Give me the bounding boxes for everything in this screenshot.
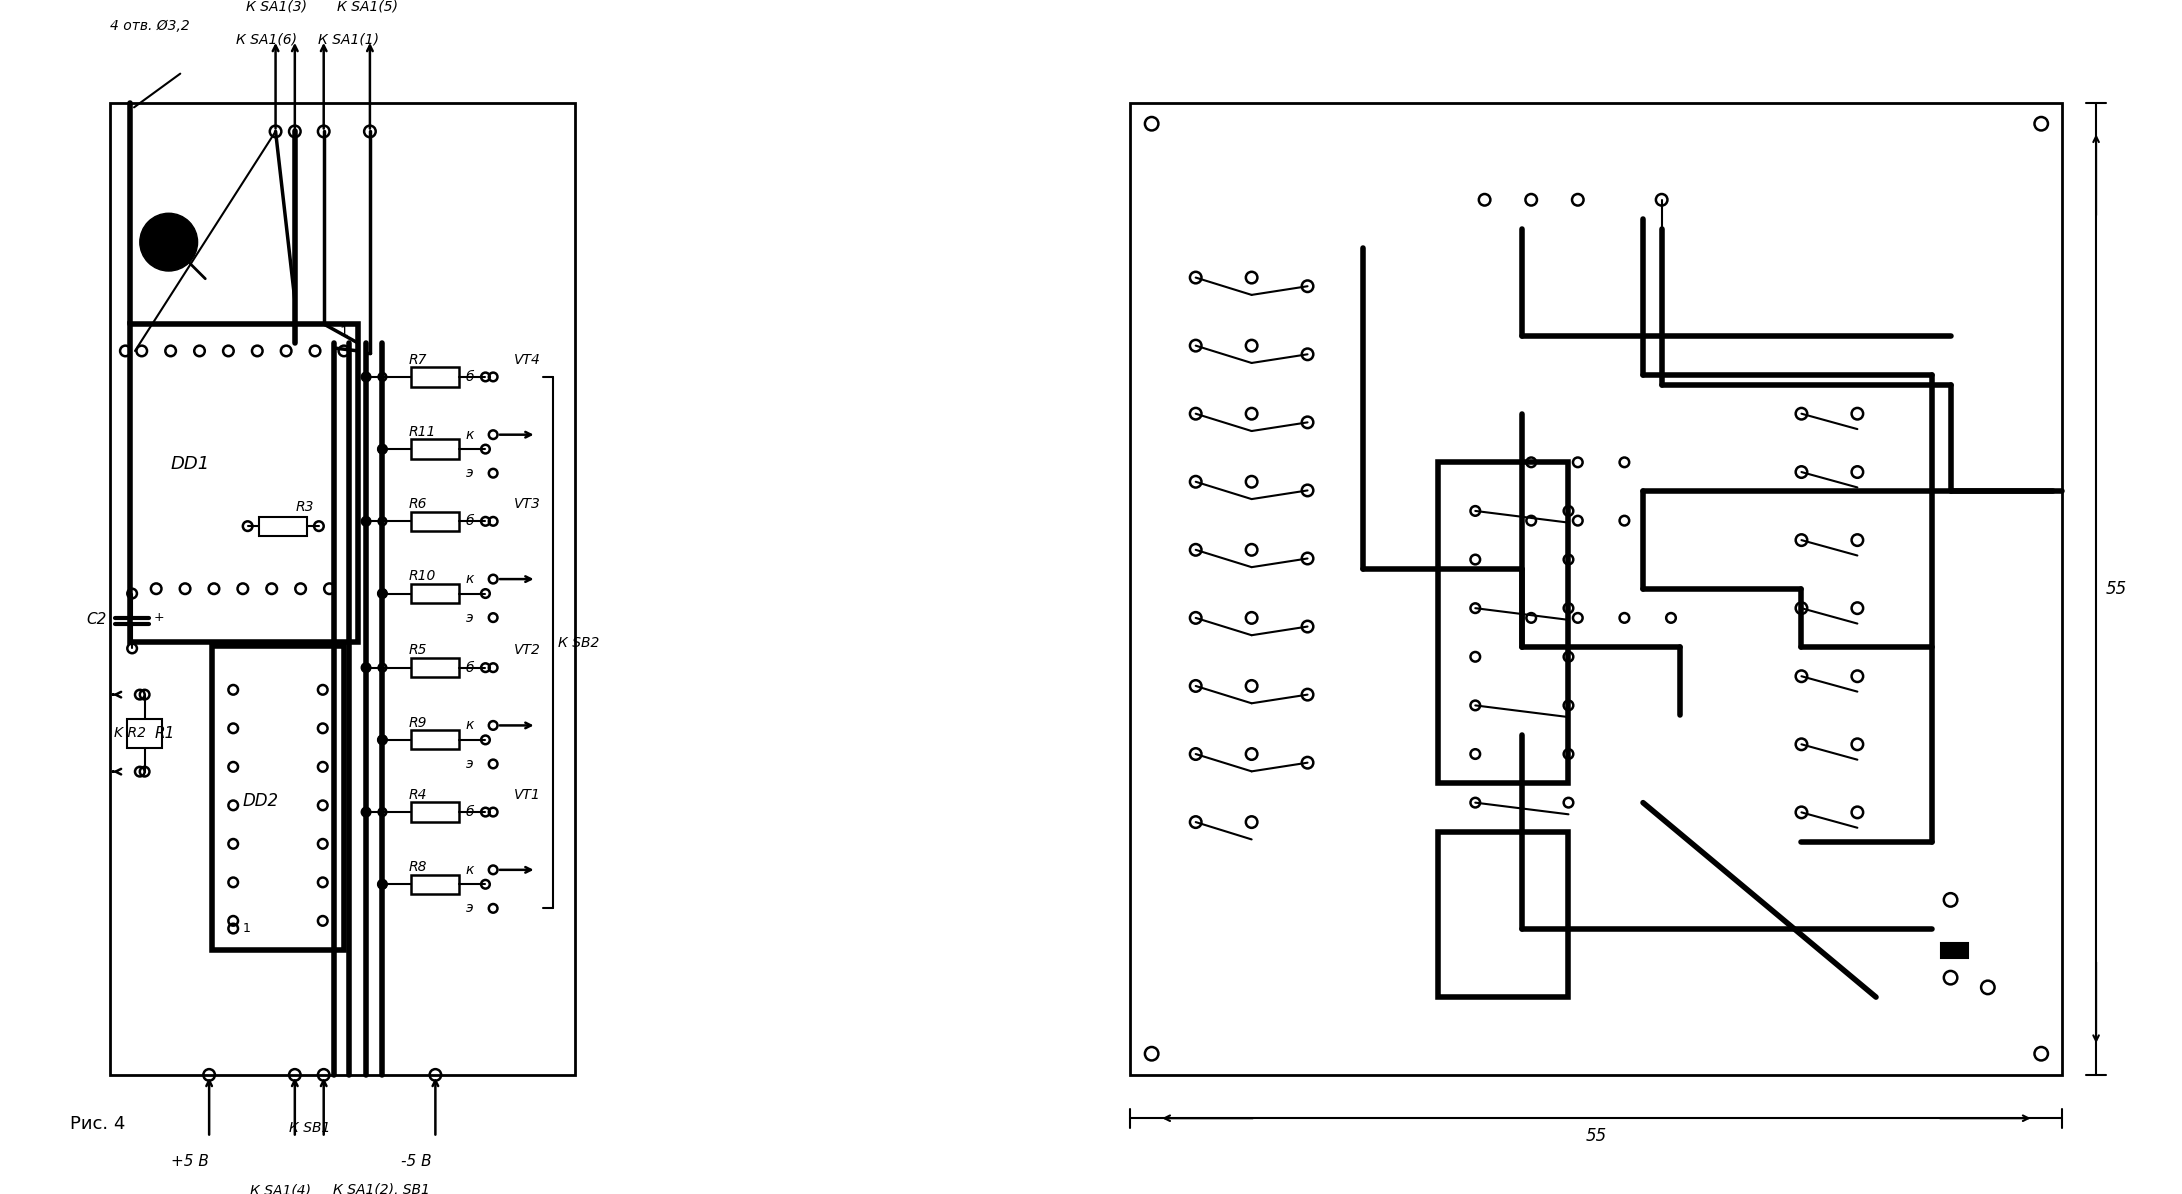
- Text: C2: C2: [85, 613, 107, 627]
- Text: к: к: [465, 572, 473, 586]
- Text: б: б: [465, 370, 473, 384]
- Bar: [412, 658, 460, 677]
- Text: э: э: [467, 901, 473, 916]
- Circle shape: [377, 880, 386, 890]
- Text: DD1: DD1: [170, 455, 209, 473]
- Text: 1: 1: [242, 922, 251, 935]
- Text: 4 отв. Ø3,2: 4 отв. Ø3,2: [109, 19, 190, 32]
- Text: к: к: [465, 719, 473, 732]
- Circle shape: [377, 736, 386, 745]
- Text: э: э: [467, 610, 473, 624]
- Text: К SA1(5): К SA1(5): [338, 0, 399, 13]
- Text: +: +: [153, 611, 164, 624]
- Text: Рис. 4: Рис. 4: [70, 1115, 124, 1133]
- Circle shape: [377, 589, 386, 598]
- Text: R11: R11: [408, 425, 436, 439]
- Text: к: к: [465, 427, 473, 442]
- Text: К SA1(3): К SA1(3): [247, 0, 308, 13]
- Text: VT4: VT4: [515, 352, 541, 367]
- Bar: [212, 646, 345, 949]
- Text: VT2: VT2: [515, 644, 541, 658]
- Bar: [109, 103, 576, 1075]
- Bar: [1438, 832, 1569, 997]
- Text: К SB1: К SB1: [288, 1121, 329, 1134]
- Bar: [1438, 462, 1569, 783]
- Bar: [127, 719, 161, 747]
- Text: э: э: [467, 466, 473, 480]
- Bar: [1130, 103, 2062, 1075]
- Text: R9: R9: [408, 715, 428, 730]
- Circle shape: [362, 663, 371, 672]
- Text: б: б: [465, 515, 473, 528]
- Circle shape: [362, 517, 371, 527]
- Text: R10: R10: [408, 570, 436, 583]
- Bar: [412, 875, 460, 894]
- Text: 55: 55: [2106, 580, 2127, 598]
- Text: R4: R4: [408, 788, 428, 801]
- Text: DD2: DD2: [242, 792, 279, 810]
- Bar: [412, 439, 460, 458]
- Text: K R2: K R2: [113, 726, 146, 740]
- Text: к: к: [465, 863, 473, 876]
- Text: б: б: [465, 805, 473, 819]
- Text: R8: R8: [408, 860, 428, 874]
- Text: VT3: VT3: [515, 497, 541, 511]
- Text: К SA1(2), SB1: К SA1(2), SB1: [334, 1183, 430, 1194]
- Circle shape: [377, 444, 386, 454]
- Bar: [412, 368, 460, 387]
- Text: э: э: [467, 757, 473, 771]
- Text: К SA1(4): К SA1(4): [251, 1183, 310, 1194]
- Text: -5 В: -5 В: [401, 1155, 432, 1169]
- Bar: [412, 512, 460, 531]
- Bar: [412, 802, 460, 821]
- Text: R1: R1: [155, 726, 175, 740]
- Text: К SA1(6): К SA1(6): [236, 33, 297, 47]
- Bar: [131, 324, 358, 641]
- Text: +5 В: +5 В: [170, 1155, 209, 1169]
- Text: 55: 55: [1586, 1127, 1608, 1145]
- Circle shape: [362, 807, 371, 817]
- Circle shape: [140, 214, 199, 271]
- Text: VT1: VT1: [515, 788, 541, 801]
- Bar: [412, 731, 460, 750]
- Text: R5: R5: [408, 644, 428, 658]
- Bar: [260, 517, 308, 536]
- Text: R3: R3: [297, 500, 314, 513]
- Text: R6: R6: [408, 497, 428, 511]
- Text: К SA1(1): К SA1(1): [319, 33, 380, 47]
- Bar: [412, 584, 460, 603]
- Text: 1: 1: [338, 325, 347, 339]
- Circle shape: [362, 373, 371, 382]
- Bar: [1942, 943, 1968, 959]
- Text: К SB2: К SB2: [559, 635, 600, 650]
- Text: R7: R7: [408, 352, 428, 367]
- Text: б: б: [465, 660, 473, 675]
